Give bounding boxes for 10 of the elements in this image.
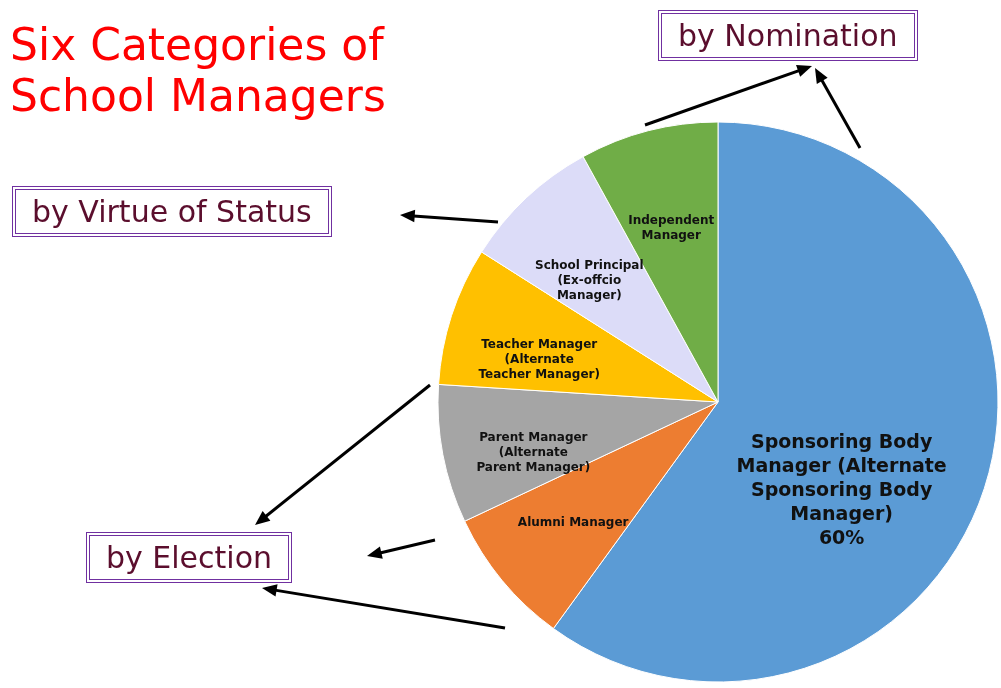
slice-label: Alumni Manager [517, 514, 629, 529]
slice-label: Independent Manager [628, 212, 715, 242]
slice-label: Teacher Manager (Alternate Teacher Manager) [478, 336, 600, 381]
slice-label: Sponsoring Body Manager (Alternate Sponsoring Body Manager) [736, 430, 947, 525]
slice-label: School Principal (Ex-offcio Manager) [535, 257, 644, 302]
chart-title: Six Categories of School Managers [10, 19, 386, 122]
data-label: 60% [818, 526, 865, 549]
text: by Virtue of Status [12, 186, 332, 237]
text: by Nomination [658, 10, 918, 61]
text: by Election [86, 532, 293, 583]
